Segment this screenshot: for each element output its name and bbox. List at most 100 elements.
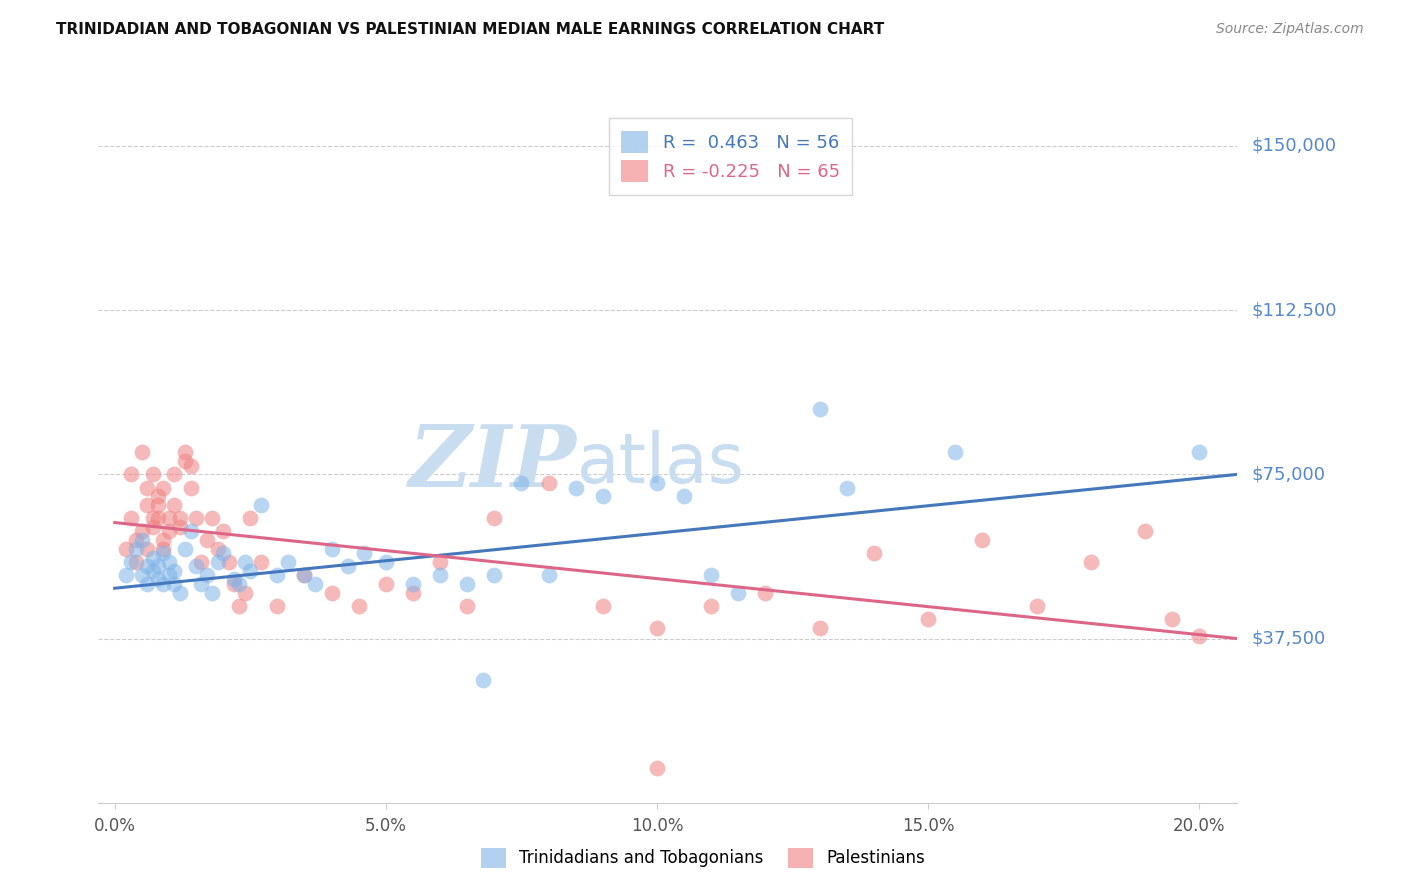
Point	[645, 761, 668, 775]
Point	[353, 546, 375, 560]
Point	[863, 546, 886, 560]
Point	[294, 568, 316, 582]
Point	[336, 559, 359, 574]
Point	[142, 520, 165, 534]
Point	[120, 467, 142, 482]
Point	[125, 555, 148, 569]
Point	[239, 511, 262, 525]
Point	[201, 511, 224, 525]
Point	[233, 585, 256, 599]
Point	[510, 476, 533, 491]
Point	[163, 498, 186, 512]
Point	[835, 481, 858, 495]
Point	[943, 445, 966, 459]
Point	[1025, 599, 1047, 613]
Point	[228, 577, 250, 591]
Point	[152, 481, 174, 495]
Point	[212, 546, 235, 560]
Point	[304, 577, 326, 591]
Point	[163, 564, 186, 578]
Point	[222, 573, 245, 587]
Text: ZIP: ZIP	[409, 421, 576, 505]
Point	[700, 599, 723, 613]
Point	[1080, 555, 1102, 569]
Point	[808, 621, 831, 635]
Point	[374, 577, 396, 591]
Point	[218, 555, 240, 569]
Point	[347, 599, 370, 613]
Point	[146, 559, 169, 574]
Point	[212, 524, 235, 539]
Point	[239, 564, 262, 578]
Point	[169, 585, 191, 599]
Point	[484, 568, 506, 582]
Point	[131, 524, 153, 539]
Point	[190, 577, 212, 591]
Legend: Trinidadians and Tobagonians, Palestinians: Trinidadians and Tobagonians, Palestinia…	[474, 841, 932, 875]
Point	[537, 568, 560, 582]
Text: $75,000: $75,000	[1251, 466, 1326, 483]
Point	[120, 555, 142, 569]
Point	[125, 541, 148, 556]
Point	[484, 511, 506, 525]
Point	[114, 541, 136, 556]
Point	[146, 573, 169, 587]
Point	[228, 599, 250, 613]
Point	[146, 511, 169, 525]
Text: Source: ZipAtlas.com: Source: ZipAtlas.com	[1216, 22, 1364, 37]
Point	[592, 599, 614, 613]
Text: $112,500: $112,500	[1251, 301, 1337, 319]
Point	[374, 555, 396, 569]
Point	[250, 498, 273, 512]
Point	[114, 568, 136, 582]
Point	[131, 568, 153, 582]
Text: atlas: atlas	[576, 430, 745, 497]
Point	[136, 559, 159, 574]
Point	[294, 568, 316, 582]
Point	[266, 599, 288, 613]
Point	[136, 498, 159, 512]
Point	[136, 481, 159, 495]
Point	[142, 550, 165, 565]
Point	[266, 568, 288, 582]
Point	[163, 467, 186, 482]
Point	[592, 489, 614, 503]
Point	[157, 524, 180, 539]
Point	[131, 445, 153, 459]
Point	[163, 577, 186, 591]
Point	[184, 511, 207, 525]
Point	[207, 541, 229, 556]
Point	[727, 585, 749, 599]
Point	[169, 511, 191, 525]
Point	[190, 555, 212, 569]
Point	[754, 585, 776, 599]
Point	[136, 541, 159, 556]
Point	[700, 568, 723, 582]
Point	[456, 599, 478, 613]
Point	[472, 673, 495, 688]
Point	[146, 489, 169, 503]
Point	[207, 555, 229, 569]
Point	[537, 476, 560, 491]
Point	[180, 458, 202, 473]
Point	[201, 585, 224, 599]
Point	[456, 577, 478, 591]
Point	[233, 555, 256, 569]
Text: TRINIDADIAN AND TOBAGONIAN VS PALESTINIAN MEDIAN MALE EARNINGS CORRELATION CHART: TRINIDADIAN AND TOBAGONIAN VS PALESTINIA…	[56, 22, 884, 37]
Point	[152, 541, 174, 556]
Point	[152, 546, 174, 560]
Point	[645, 621, 668, 635]
Point	[174, 541, 197, 556]
Point	[321, 585, 343, 599]
Point	[142, 564, 165, 578]
Point	[142, 511, 165, 525]
Point	[917, 612, 939, 626]
Point	[184, 559, 207, 574]
Point	[1188, 629, 1211, 643]
Point	[429, 568, 451, 582]
Point	[222, 577, 245, 591]
Point	[808, 401, 831, 416]
Point	[157, 555, 180, 569]
Point	[157, 568, 180, 582]
Point	[136, 577, 159, 591]
